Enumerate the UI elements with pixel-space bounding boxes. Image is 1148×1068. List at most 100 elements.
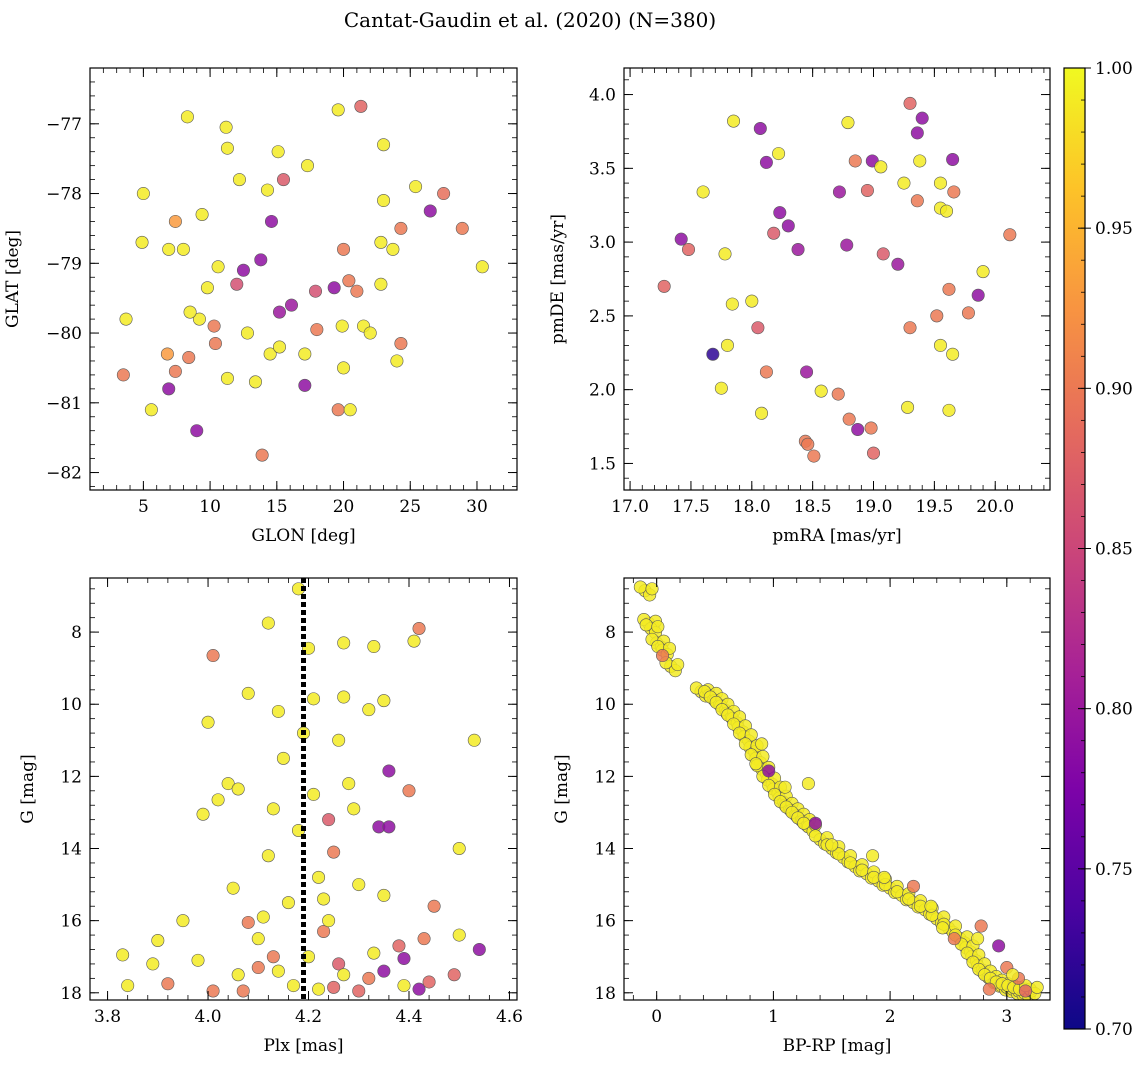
scatter-point	[335, 319, 349, 333]
scatter-point	[255, 448, 269, 462]
scatter-point	[144, 403, 158, 417]
scatter-point	[814, 384, 828, 398]
scatter-point	[423, 204, 437, 218]
scatter-point	[354, 99, 368, 113]
scatter-point	[933, 176, 947, 190]
scatter-point	[377, 888, 391, 902]
scatter-point	[397, 979, 411, 993]
scatter-point	[350, 284, 364, 298]
y-tick-label: 10	[60, 695, 82, 715]
scatter-point	[720, 338, 734, 352]
cmd-point	[890, 885, 904, 899]
scatter-point	[961, 306, 975, 320]
y-tick-label: −81	[46, 394, 82, 414]
x-tick-label: 30	[466, 497, 488, 517]
scatter-point	[116, 368, 130, 382]
y-tick-label: 8	[605, 623, 616, 643]
scatter-point	[190, 424, 204, 438]
scatter-point	[182, 350, 196, 364]
scatter-point	[767, 226, 781, 240]
scatter-point	[251, 932, 265, 946]
scatter-point	[755, 737, 769, 751]
scatter-point	[332, 957, 346, 971]
scatter-point	[407, 634, 421, 648]
scatter-point	[322, 914, 336, 928]
y-axis-label: GLAT [deg]	[3, 230, 23, 328]
scatter-point	[231, 782, 245, 796]
x-tick-label: 3	[1001, 1007, 1012, 1027]
scatter-point	[264, 214, 278, 228]
scatter-point	[342, 274, 356, 288]
scatter-point	[310, 323, 324, 337]
axes-frame	[89, 577, 518, 1001]
scatter-point	[772, 147, 786, 161]
scatter-point	[657, 279, 671, 293]
cmd-point	[671, 658, 685, 672]
axes-frame	[623, 67, 1051, 491]
y-tick-label: 1.5	[589, 454, 616, 474]
scatter-point	[241, 686, 255, 700]
y-tick-label: −80	[46, 324, 82, 344]
scatter-point	[897, 176, 911, 190]
scatter-point	[116, 948, 130, 962]
scatter-point	[402, 784, 416, 798]
scatter-point	[219, 120, 233, 134]
scatter-point	[266, 802, 280, 816]
x-axis-label: BP-RP [mag]	[783, 1036, 892, 1056]
scatter-point	[220, 371, 234, 385]
scatter-point	[183, 305, 197, 319]
scatter-point	[261, 616, 275, 630]
scatter-point	[327, 980, 341, 994]
scatter-point	[207, 319, 221, 333]
scatter-point	[778, 780, 792, 794]
y-tick-label: 10	[594, 695, 616, 715]
scatter-point	[211, 260, 225, 274]
scatter-point	[176, 914, 190, 928]
scatter-point	[867, 446, 881, 460]
scatter-point	[417, 932, 431, 946]
x-tick-label: 20.0	[976, 497, 1014, 517]
scatter-point	[832, 185, 846, 199]
scatter-point	[317, 924, 331, 938]
scatter-point	[866, 849, 880, 863]
y-tick-label: 12	[60, 767, 82, 787]
scatter-point	[231, 968, 245, 982]
scatter-point	[374, 277, 388, 291]
y-tick-label: 18	[594, 984, 616, 1004]
scatter-point	[422, 975, 436, 989]
scatter-point	[337, 361, 351, 375]
scatter-point	[906, 879, 920, 893]
scatter-point	[367, 640, 381, 654]
scatter-point	[759, 365, 773, 379]
scatter-point	[437, 187, 451, 201]
cmd-point	[733, 726, 747, 740]
scatter-point	[161, 977, 175, 991]
scatter-point	[317, 892, 331, 906]
scatter-point	[377, 194, 391, 208]
scatter-point	[298, 347, 312, 361]
scatter-point	[146, 957, 160, 971]
scatter-point	[718, 247, 732, 261]
x-tick-label: 5	[138, 497, 149, 517]
scatter-point	[271, 704, 285, 718]
scatter-point	[176, 242, 190, 256]
scatter-point	[241, 915, 255, 929]
scatter-point	[281, 896, 295, 910]
x-tick-label: 18.0	[733, 497, 771, 517]
y-tick-label: −78	[46, 185, 82, 205]
scatter-point	[976, 265, 990, 279]
y-tick-label: −77	[46, 115, 82, 135]
scatter-point	[312, 870, 326, 884]
scatter-point	[135, 235, 149, 249]
scatter-point	[180, 110, 194, 124]
scatter-point	[301, 159, 315, 173]
scatter-point	[800, 365, 814, 379]
scatter-point	[151, 933, 165, 947]
colorbar-tick-label: 1.00	[1095, 59, 1133, 79]
scatter-point	[942, 403, 956, 417]
scatter-point	[910, 194, 924, 208]
scatter-point	[714, 381, 728, 395]
scatter-point	[327, 281, 341, 295]
x-tick-label: 17.0	[611, 497, 649, 517]
